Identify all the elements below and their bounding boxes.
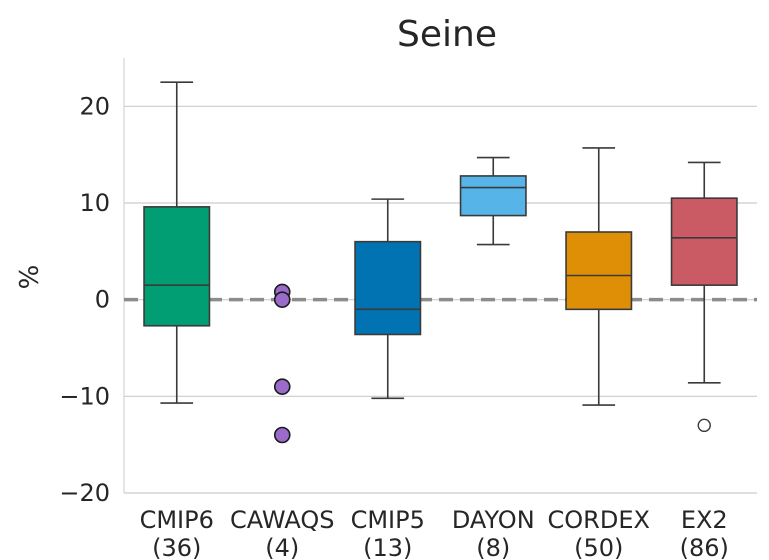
boxes: [143, 81, 738, 444]
x-axis-ticks: CMIP6(36) CAWAQS(4) CMIP5(13) DAYON(8) CORDE…: [140, 506, 729, 560]
x-tick-count-cawaqs: (4): [265, 534, 299, 560]
x-tick-label-dayon: DAYON: [452, 506, 535, 534]
x-tick-count-dayon: (8): [476, 534, 510, 560]
y-axis-label: %: [15, 265, 45, 290]
x-tick-count-cmip6: (36): [152, 534, 201, 560]
ex2-box: [670, 197, 738, 286]
chart-title: Seine: [397, 14, 497, 55]
x-tick-label-cawaqs: CAWAQS: [230, 506, 334, 534]
y-tick-label-4: 20: [79, 92, 110, 120]
y-tick-label-1: −10: [59, 382, 110, 410]
y-tick-label-3: 10: [79, 189, 110, 217]
x-tick-label-cordex: CORDEX: [548, 506, 650, 534]
x-tick-count-ex2: (86): [680, 534, 729, 560]
cmip6-box: [143, 206, 211, 327]
cawaqs-point-2: [273, 378, 291, 395]
x-tick-label-cmip6: CMIP6: [140, 506, 214, 534]
y-tick-label-2: 0: [95, 286, 110, 314]
x-tick-count-cordex: (50): [574, 534, 623, 560]
cawaqs-point-1: [273, 291, 291, 308]
x-tick-count-cmip5: (13): [363, 534, 412, 560]
x-tick-label-cmip5: CMIP5: [351, 506, 425, 534]
plot-frame: [123, 58, 757, 494]
dayon-box: [459, 175, 527, 217]
cawaqs-point-3: [273, 426, 291, 444]
ex2-outlier-0: [697, 418, 711, 433]
cordex-box: [565, 231, 633, 311]
y-tick-label-0: −20: [59, 479, 110, 507]
x-tick-label-ex2: EX2: [681, 506, 728, 534]
y-axis-ticks: −20 −10 0 10 20: [59, 92, 110, 507]
cmip5-box: [354, 240, 422, 336]
